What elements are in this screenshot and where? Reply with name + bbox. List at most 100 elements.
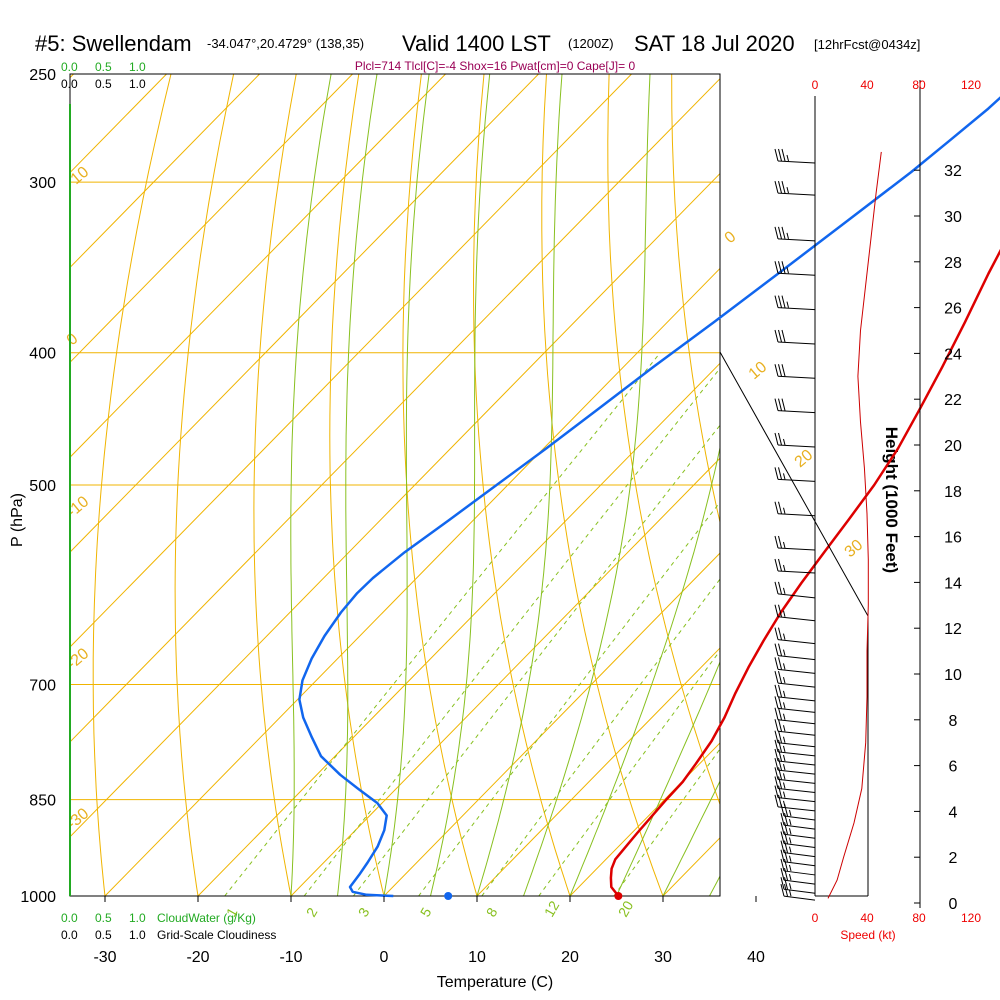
- wind-barb: [774, 657, 816, 674]
- wind-barb-half: [786, 301, 789, 308]
- wind-barb: [774, 558, 816, 574]
- speed-tick-bottom: 80: [912, 911, 926, 925]
- wind-barb: [774, 707, 816, 725]
- wind-barb-half: [789, 855, 792, 862]
- height-tick-label: 14: [944, 575, 962, 592]
- isotherm: [70, 74, 260, 269]
- wind-barb: [780, 831, 816, 848]
- wind-barb-flag: [774, 467, 779, 480]
- wind-barb-flag: [784, 849, 788, 862]
- wind-barb-half: [789, 828, 792, 835]
- wind-barb: [780, 867, 816, 885]
- wind-barb-flag: [774, 558, 779, 572]
- wind-barb-flag: [784, 858, 788, 872]
- wind-barb-shaft: [777, 547, 816, 551]
- dry-adiabat: [174, 74, 235, 896]
- wind-barb-half: [783, 610, 786, 617]
- wind-barb-half: [783, 736, 786, 743]
- wind-barb-shaft: [783, 888, 816, 894]
- wind-barb-half: [783, 663, 786, 670]
- wind-barb-flag: [778, 696, 782, 709]
- wind-barb-flag: [774, 501, 779, 514]
- wind-barb-flag: [784, 867, 788, 881]
- speed-tick-bottom: 120: [961, 911, 981, 925]
- wind-barb: [780, 877, 816, 894]
- dry-adiabat: [607, 74, 720, 806]
- cloudiness-label: Grid-Scale Cloudiness: [157, 928, 276, 942]
- wind-barb-flag: [784, 822, 788, 835]
- wind-barb-flag: [778, 581, 782, 594]
- wind-barb: [774, 226, 816, 242]
- speed-tick-top: 0: [812, 78, 819, 92]
- wind-barb: [774, 581, 816, 599]
- wind-barb-half: [783, 507, 786, 514]
- wind-barb-flag: [778, 776, 782, 789]
- pressure-label: 500: [29, 478, 56, 495]
- wind-barb-shaft: [777, 742, 816, 748]
- wind-barb-flag: [778, 148, 782, 162]
- wind-barb-shaft: [777, 668, 816, 674]
- valid-time: Valid 1400 LST: [402, 31, 551, 56]
- wind-barb-shaft: [777, 655, 816, 661]
- wind-barb-flag: [778, 501, 782, 514]
- height-tick-label: 28: [944, 255, 962, 272]
- height-tick-label: 10: [944, 667, 962, 684]
- cloud-legend: 0.0 0.5 1.0 CloudWater (g/Kg) 0.0 0.5 1.…: [61, 911, 276, 942]
- wind-barb-flag: [774, 794, 779, 807]
- height-tick-label: 24: [944, 346, 962, 363]
- wind-speed-profile: [827, 151, 882, 899]
- wind-barb: [774, 261, 816, 276]
- wind-barb-half: [783, 764, 786, 771]
- isotherm-label: 30: [842, 537, 867, 562]
- temperature-profile: [609, 248, 1000, 897]
- cloudwater-label: CloudWater (g/Kg): [157, 911, 256, 925]
- wind-barb-half: [783, 754, 786, 762]
- wind-barb-flag: [774, 261, 779, 274]
- wind-barb: [780, 813, 816, 830]
- wind-barb-flag: [778, 627, 782, 640]
- wind-barb-flag: [778, 558, 782, 572]
- wind-barb-flag: [781, 295, 786, 308]
- wind-barb-flag: [774, 581, 779, 594]
- wind-barb-flag: [774, 776, 779, 789]
- x-tick-label: -20: [186, 949, 209, 966]
- speed-tick-top: 120: [961, 78, 981, 92]
- height-tick-label: 0: [949, 896, 958, 913]
- wind-barb-shaft: [777, 570, 816, 574]
- wind-barb-flag: [774, 148, 779, 162]
- x-tick-label: -30: [93, 949, 116, 966]
- wind-barb-shaft: [777, 788, 816, 793]
- x-tick-label: 20: [561, 949, 579, 966]
- wind-barb-flag: [780, 849, 785, 862]
- mixing-ratio-label: 5: [417, 905, 435, 920]
- wind-barb-half: [786, 232, 789, 240]
- wind-barb: [780, 840, 816, 858]
- wind-barb-flag: [774, 398, 779, 411]
- wind-barb-flag: [780, 813, 785, 826]
- wind-barb-shaft: [777, 797, 816, 803]
- mixing-ratio-label: 2: [303, 905, 321, 920]
- wind-barb-flag: [778, 657, 782, 670]
- clipped-grid: [70, 74, 720, 896]
- wind-barb-shaft: [777, 730, 816, 736]
- x-tick-label: 40: [747, 949, 765, 966]
- temperature-surface-dot: [614, 892, 623, 900]
- wind-barb-flag: [778, 535, 782, 549]
- wind-barb-half: [786, 186, 789, 194]
- wind-barb-shaft: [777, 192, 816, 196]
- wind-barb-flag: [780, 803, 785, 817]
- stability-indices: Plcl=714 Tlcl[C]=-4 Shox=16 Pwat[cm]=0 C…: [355, 59, 636, 73]
- dry-adiabat: [253, 74, 297, 896]
- cw-scale-0: 0.0: [61, 60, 78, 74]
- wind-barb-shaft: [777, 696, 816, 702]
- wind-barb-shaft: [777, 444, 816, 448]
- cw-bottom-05: 0.5: [95, 911, 112, 925]
- wind-barb-flag: [778, 785, 782, 798]
- isotherm: [197, 362, 720, 896]
- isotherm: [70, 74, 446, 458]
- isotherm-label: 0: [722, 228, 740, 247]
- moist-adiabat: [383, 74, 430, 896]
- moist-adiabat: [430, 74, 491, 896]
- wind-barb-flag: [780, 858, 785, 872]
- dewpoint-surface-dot: [444, 892, 453, 900]
